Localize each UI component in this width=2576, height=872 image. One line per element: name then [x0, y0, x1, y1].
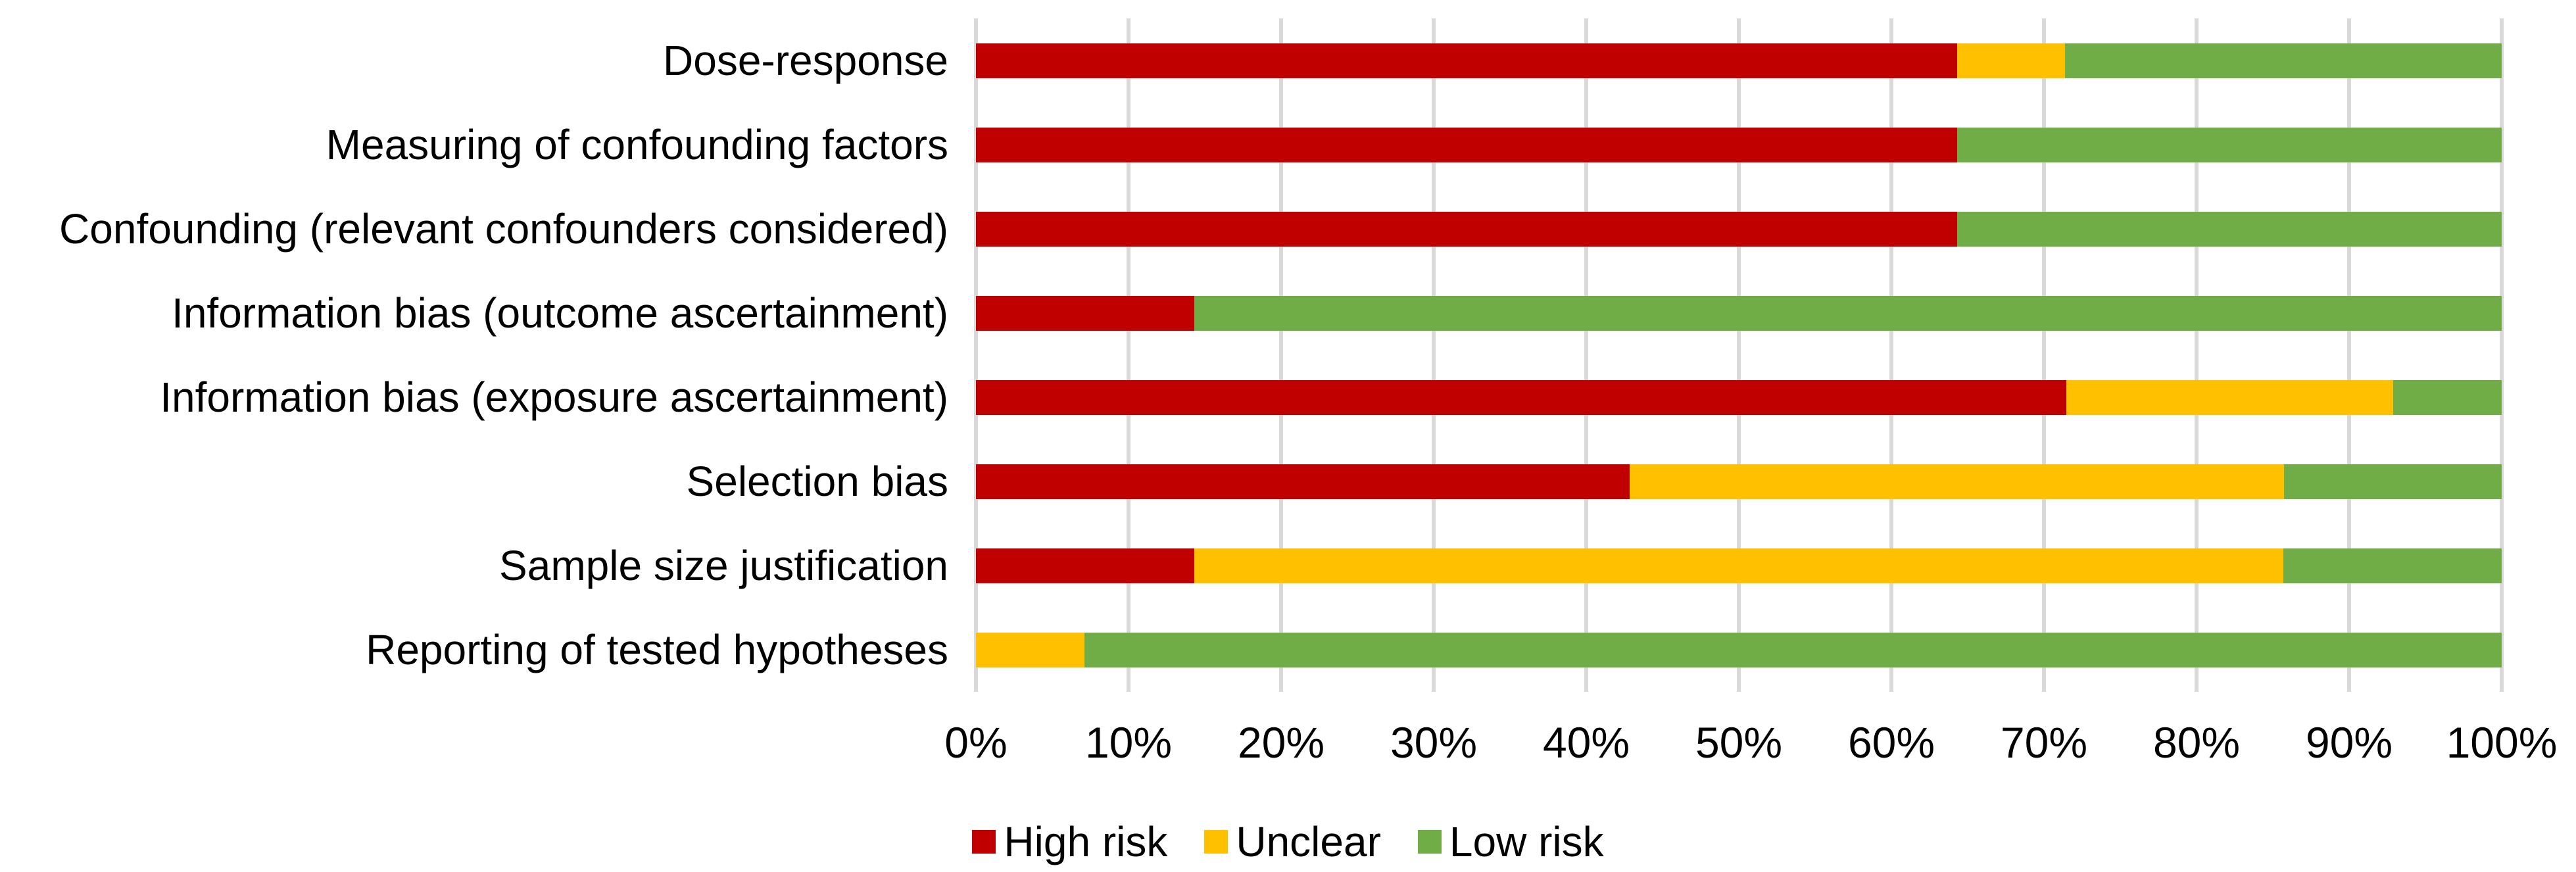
gridline-40% [1584, 18, 1588, 692]
x-tick-label: 90% [2305, 718, 2393, 767]
bar-segment-high-risk [976, 43, 1957, 78]
bar-row [976, 548, 2502, 583]
bar-segment-high-risk [976, 295, 1194, 331]
bar-segment-high-risk [976, 379, 2067, 415]
bar-segment-low-risk [2283, 464, 2502, 499]
bar-segment-low-risk [2065, 43, 2502, 78]
bar-segment-unclear [976, 632, 1084, 667]
gridline-100% [2500, 18, 2504, 692]
x-tick-label: 70% [2000, 718, 2088, 767]
category-label: Information bias (outcome ascertainment) [172, 289, 948, 337]
bar-segment-unclear [2066, 379, 2394, 415]
bar-segment-high-risk [976, 211, 1957, 247]
bar-segment-low-risk [2393, 379, 2502, 415]
bar-segment-unclear [1194, 548, 2284, 583]
legend: High risk Unclear Low risk [0, 820, 2576, 863]
category-axis-labels: Dose-response Measuring of confounding fa… [0, 18, 948, 692]
bar-segment-unclear [1956, 43, 2066, 78]
bar-segment-low-risk [1956, 127, 2502, 162]
bar-segment-unclear [1630, 464, 2284, 499]
bar-row [976, 211, 2502, 247]
legend-item-low-risk: Low risk [1417, 818, 1604, 865]
category-label: Measuring of confounding factors [326, 121, 948, 168]
legend-item-unclear: Unclear [1204, 820, 1381, 863]
legend-label: High risk [1004, 818, 1168, 865]
x-tick-label: 60% [1847, 718, 1935, 767]
category-label: Selection bias [686, 458, 948, 505]
x-tick-label: 10% [1084, 718, 1173, 767]
bar-row [976, 464, 2502, 499]
bar-row [976, 43, 2502, 78]
legend-label: Low risk [1449, 818, 1604, 865]
legend-swatch-icon [1417, 830, 1442, 854]
x-tick-label: 50% [1695, 718, 1783, 767]
x-tick-label: 0% [944, 718, 1008, 767]
legend-swatch-icon [1204, 830, 1228, 854]
bar-row [976, 379, 2502, 415]
bar-segment-high-risk [976, 464, 1630, 499]
legend-item-high-risk: High risk [972, 820, 1167, 863]
bar-segment-low-risk [1194, 295, 2502, 331]
category-label: Reporting of tested hypotheses [366, 626, 948, 673]
gridline-60% [1889, 18, 1893, 692]
category-label: Confounding (relevant confounders consid… [59, 205, 948, 253]
category-label: Dose-response [663, 37, 948, 84]
percentage-axis: 0% 10% 20% 30% 40% 50% 60% 70% 80% 90% 100% [944, 718, 2557, 767]
gridline-50% [1737, 18, 1741, 692]
bar-segment-high-risk [976, 548, 1194, 583]
gridline-30% [1432, 18, 1436, 692]
gridline-80% [2195, 18, 2199, 692]
x-tick-label: 100% [2446, 718, 2558, 767]
x-tick-label: 30% [1390, 718, 1478, 767]
bar-segment-low-risk [2283, 548, 2502, 583]
category-label: Information bias (exposure ascertainment… [160, 374, 948, 421]
legend-label: Unclear [1236, 818, 1381, 865]
x-tick-label: 40% [1542, 718, 1630, 767]
bar-segment-low-risk [1956, 211, 2502, 247]
bar-segment-low-risk [1084, 632, 2502, 667]
bar-row [976, 295, 2502, 331]
x-tick-label: 80% [2152, 718, 2241, 767]
bar-segment-high-risk [976, 127, 1957, 162]
gridline-70% [2042, 18, 2046, 692]
bar-row [976, 127, 2502, 162]
gridline-20% [1279, 18, 1283, 692]
x-tick-label: 20% [1237, 718, 1325, 767]
gridline-10% [1127, 18, 1130, 692]
gridline-0% [974, 18, 978, 692]
plot-area [974, 18, 2504, 692]
category-label: Sample size justification [499, 542, 948, 589]
bar-row [976, 632, 2502, 667]
legend-swatch-icon [972, 830, 996, 854]
gridline-90% [2347, 18, 2351, 692]
